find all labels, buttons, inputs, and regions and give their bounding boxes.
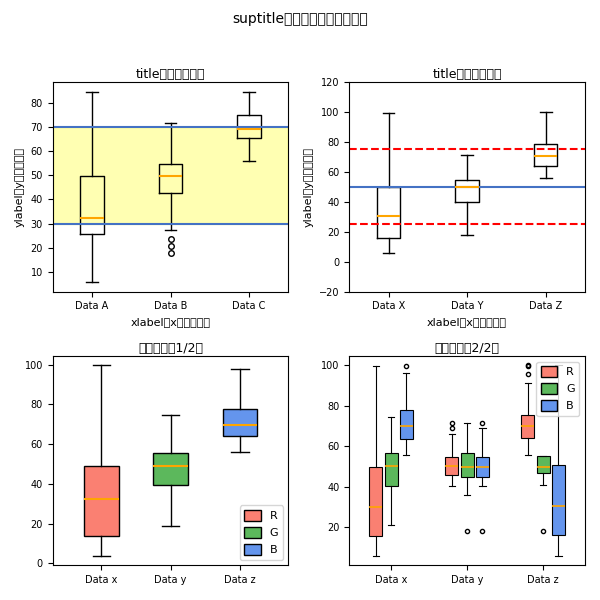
PathPatch shape <box>537 457 550 473</box>
PathPatch shape <box>400 410 413 439</box>
X-axis label: xlabel【x軸ラベル】: xlabel【x軸ラベル】 <box>427 317 507 327</box>
Title: 凡例付き（1/2）: 凡例付き（1/2） <box>138 342 203 355</box>
PathPatch shape <box>370 467 382 536</box>
Y-axis label: ylabel【y軸ラベル】: ylabel【y軸ラベル】 <box>15 147 25 227</box>
Y-axis label: ylabel【y軸ラベル】: ylabel【y軸ラベル】 <box>304 147 313 227</box>
Bar <box>53 127 289 224</box>
PathPatch shape <box>385 453 398 485</box>
Legend: R, G, B: R, G, B <box>240 505 283 560</box>
Title: title【タイトル】: title【タイトル】 <box>136 68 205 81</box>
PathPatch shape <box>461 454 473 478</box>
PathPatch shape <box>521 415 535 439</box>
Title: title【タイトル】: title【タイトル】 <box>433 68 502 81</box>
PathPatch shape <box>476 457 489 478</box>
X-axis label: xlabel【x軸ラベル】: xlabel【x軸ラベル】 <box>131 317 211 327</box>
PathPatch shape <box>84 466 119 536</box>
Text: suptitle【タイトル（全体）】: suptitle【タイトル（全体）】 <box>232 12 368 26</box>
PathPatch shape <box>445 457 458 475</box>
Title: 凡例付き（2/2）: 凡例付き（2/2） <box>434 342 500 355</box>
PathPatch shape <box>552 466 565 535</box>
PathPatch shape <box>223 409 257 436</box>
PathPatch shape <box>153 453 188 485</box>
Legend: R, G, B: R, G, B <box>536 361 580 416</box>
